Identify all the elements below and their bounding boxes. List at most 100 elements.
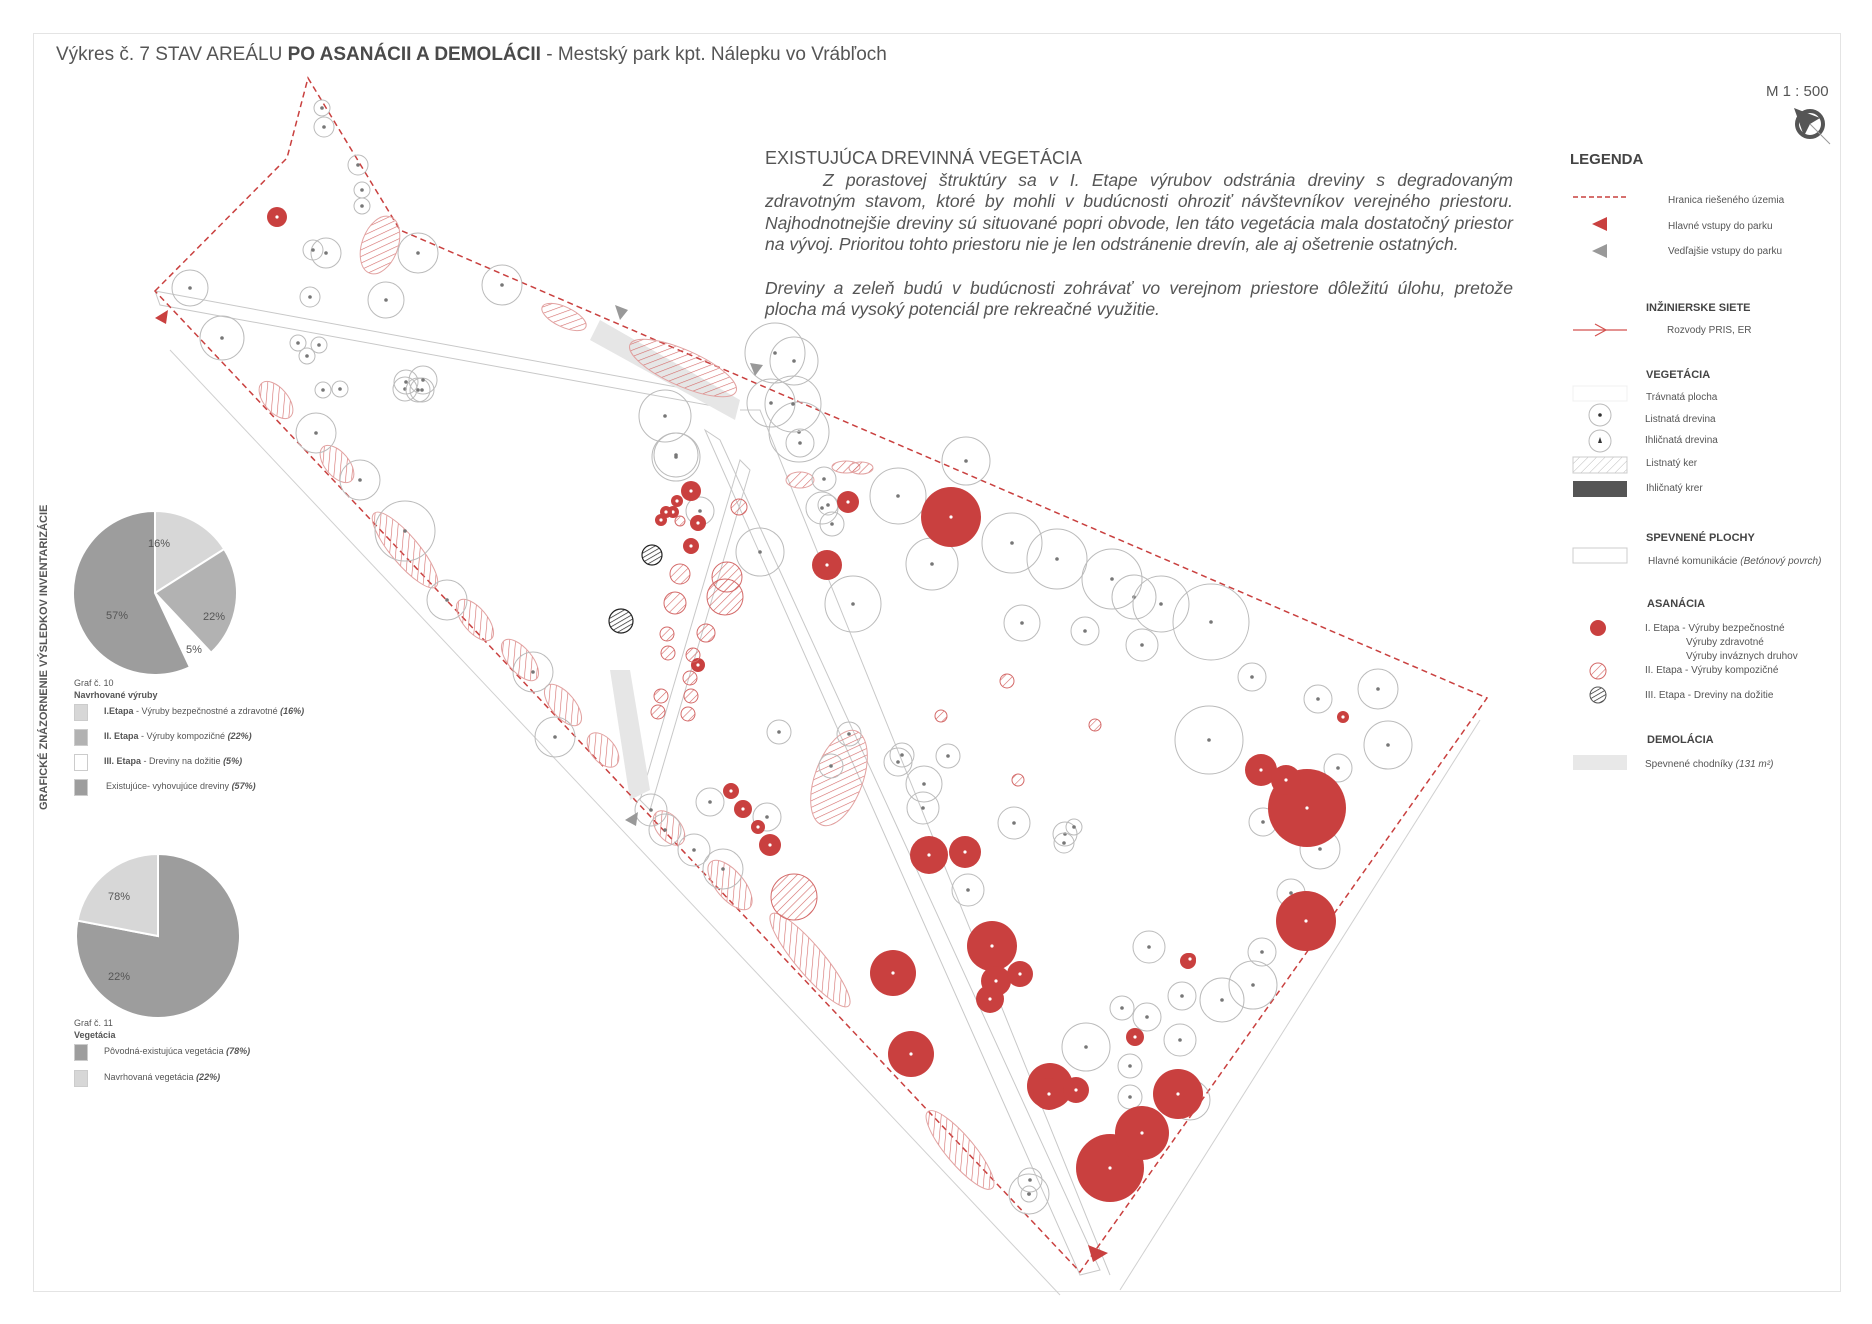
chart2-title: Vegetácia xyxy=(74,1030,116,1040)
tree-icon xyxy=(785,428,815,458)
shrub-icon xyxy=(810,729,868,827)
tree-icon xyxy=(374,500,436,562)
legend-networks-heading: INŽINIERSKE SIETE xyxy=(1646,302,1751,314)
stage2-tree-icon xyxy=(682,670,698,686)
tree-icon xyxy=(313,99,331,117)
tree-icon xyxy=(951,873,985,907)
title-bold: PO ASANÁCII A DEMOLÁCII xyxy=(287,44,541,65)
tree-icon xyxy=(766,719,792,745)
chart1-title: Navrhované výruby xyxy=(74,690,158,700)
shrub-icon xyxy=(371,511,439,589)
legend-grass: Trávnatá plocha xyxy=(1646,392,1718,403)
chart1-caption: Graf č. 10 xyxy=(74,678,114,688)
tree-icon xyxy=(339,459,381,501)
paved-item-note: (Betónový povrch) xyxy=(1740,556,1822,567)
tree-icon xyxy=(1167,981,1197,1011)
tree-icon xyxy=(869,467,927,525)
tree-icon xyxy=(1109,995,1135,1021)
legend-swatch xyxy=(74,1044,88,1061)
shrub-icon xyxy=(586,732,620,768)
tree-icon xyxy=(397,232,439,274)
stage2-tree-icon xyxy=(706,578,744,616)
tree-icon xyxy=(314,381,332,399)
legend-side-entries: Vedľajšie vstupy do parku xyxy=(1668,246,1783,257)
tree-icon xyxy=(1303,684,1333,714)
legend-stage1: I. Etapa - Výruby bezpečnostné xyxy=(1645,623,1785,634)
legend-swatch xyxy=(74,704,88,721)
legend-item-pct: (78%) xyxy=(226,1046,251,1056)
tree-icon xyxy=(695,787,725,817)
tree-icon xyxy=(302,239,324,261)
shrub-icon xyxy=(785,471,815,489)
tree-icon xyxy=(353,197,371,215)
chart-legend-item: Navrhovaná vegetácia (22%) xyxy=(104,1072,220,1082)
legend-swatch xyxy=(74,1070,88,1087)
tree-icon xyxy=(310,237,342,269)
tree-icon xyxy=(298,347,316,365)
tree-icon xyxy=(1323,753,1353,783)
legend-item-label: Navrhovaná vegetácia xyxy=(104,1072,197,1082)
tree-icon xyxy=(299,286,321,308)
tree-icon xyxy=(677,833,711,867)
description-heading: EXISTUJÚCA DREVINNÁ VEGETÁCIA xyxy=(765,148,1083,168)
shrub-icon xyxy=(455,598,495,642)
tree-icon xyxy=(313,116,335,138)
tree-icon xyxy=(768,401,830,463)
chart-legend-item: Existujúce- vyhovujúce dreviny (57%) xyxy=(106,781,256,791)
tree-icon xyxy=(1132,930,1166,964)
tree-icon xyxy=(824,575,882,633)
tree-icon xyxy=(1111,574,1157,620)
pie-slice-label: 22% xyxy=(108,971,131,983)
legend-vegetation-heading: VEGETÁCIA xyxy=(1646,369,1711,381)
entries xyxy=(155,305,1108,1262)
stage2-tree-icon xyxy=(653,688,669,704)
legend-conifer-tree: Ihličnatá drevina xyxy=(1645,435,1718,446)
stage2-tree-icon xyxy=(680,706,696,722)
stage2-tree-icon xyxy=(730,498,748,516)
tree-icon xyxy=(1199,977,1245,1023)
tree-icon xyxy=(1117,1053,1143,1079)
pie-slice-label: 78% xyxy=(108,891,131,903)
legend-deciduous-tree: Listnatá drevina xyxy=(1645,414,1716,425)
shrub-icon xyxy=(848,461,874,475)
stage2-tree-icon xyxy=(660,645,676,661)
legend-item-pct: (5%) xyxy=(223,756,243,766)
legend-item-pct: (16%) xyxy=(280,706,305,716)
legend-item-label: Pôvodná-existujúca vegetácia xyxy=(104,1046,227,1056)
tree-icon xyxy=(405,377,431,403)
description-block: EXISTUJÚCA DREVINNÁ VEGETÁCIA Z porastov… xyxy=(765,148,1513,321)
demolition-item-label: Spevnené chodníky xyxy=(1645,759,1733,770)
tree-icon xyxy=(310,336,328,354)
legend-item-label: - Dreviny na dožitie xyxy=(141,756,224,766)
title-suffix: - Mestský park kpt. Nálepku vo Vrábľoch xyxy=(540,44,887,65)
shrub-icon xyxy=(629,338,737,398)
tree-icon xyxy=(634,793,668,827)
stage2-tree-icon xyxy=(770,873,818,921)
shrub-icon xyxy=(359,215,401,275)
tree-icon xyxy=(836,721,862,747)
tree-icon xyxy=(481,264,523,306)
tree-icon xyxy=(1237,662,1267,692)
tree-icon xyxy=(648,813,682,847)
tree-icon xyxy=(1125,628,1159,662)
legend-item-label: - Výruby kompozičné xyxy=(138,731,228,741)
legend-item-pct: (22%) xyxy=(196,1072,221,1082)
legend-item-bold: I.Etapa xyxy=(104,706,134,716)
legend-conifer-shrub: Ihličnatý krer xyxy=(1646,483,1703,494)
tree-icon xyxy=(941,436,991,486)
site-boundary xyxy=(153,76,1489,1274)
legend-boundary: Hranica riešeného územia xyxy=(1668,195,1785,206)
tree-icon xyxy=(818,753,844,779)
shrub-icon xyxy=(319,444,355,484)
tree-icon xyxy=(347,154,369,176)
shrub-icon xyxy=(541,302,587,332)
tree-icon xyxy=(981,512,1043,574)
drawing-title: Výkres č. 7 STAV AREÁLU PO ASANÁCII A DE… xyxy=(56,44,887,66)
shrub-icon xyxy=(769,912,851,1008)
paved-item-label: Hlavné komunikácie xyxy=(1648,556,1738,567)
tree-icon xyxy=(1081,548,1143,610)
stage3-tree-icon xyxy=(641,544,663,566)
stage2-tree-icon xyxy=(1088,718,1102,732)
tree-icon xyxy=(331,380,349,398)
